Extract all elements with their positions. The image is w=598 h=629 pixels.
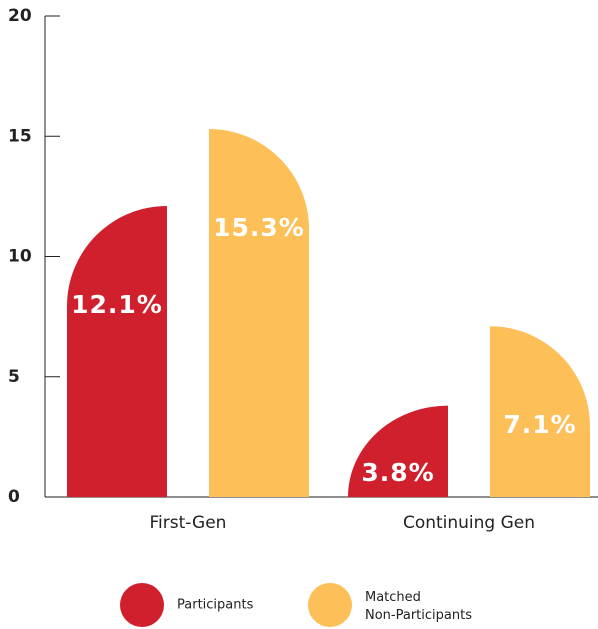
y-tick-label: 5: [8, 367, 20, 387]
y-tick-label: 10: [8, 247, 32, 267]
bar: [67, 205, 167, 497]
x-tick-label: Continuing Gen: [403, 513, 535, 533]
bar: [209, 129, 309, 497]
legend-label-line: Matched: [365, 590, 421, 605]
y-tick-label: 20: [8, 6, 32, 26]
legend-label: Matched Non-Participants: [365, 590, 472, 623]
legend-label-line: Non-Participants: [365, 608, 472, 623]
x-tick-label: First-Gen: [150, 513, 227, 533]
legend-label: Participants: [177, 598, 254, 613]
y-tick-label: 15: [8, 126, 32, 146]
bar: [348, 405, 448, 497]
value-label: 7.1%: [503, 410, 576, 439]
value-label: 12.1%: [71, 290, 163, 319]
value-label: 15.3%: [213, 213, 305, 242]
legend-swatch: [308, 583, 352, 627]
bar: [490, 326, 590, 497]
y-tick-label: 0: [8, 487, 20, 507]
value-label: 3.8%: [361, 458, 434, 487]
legend-swatch: [120, 583, 164, 627]
